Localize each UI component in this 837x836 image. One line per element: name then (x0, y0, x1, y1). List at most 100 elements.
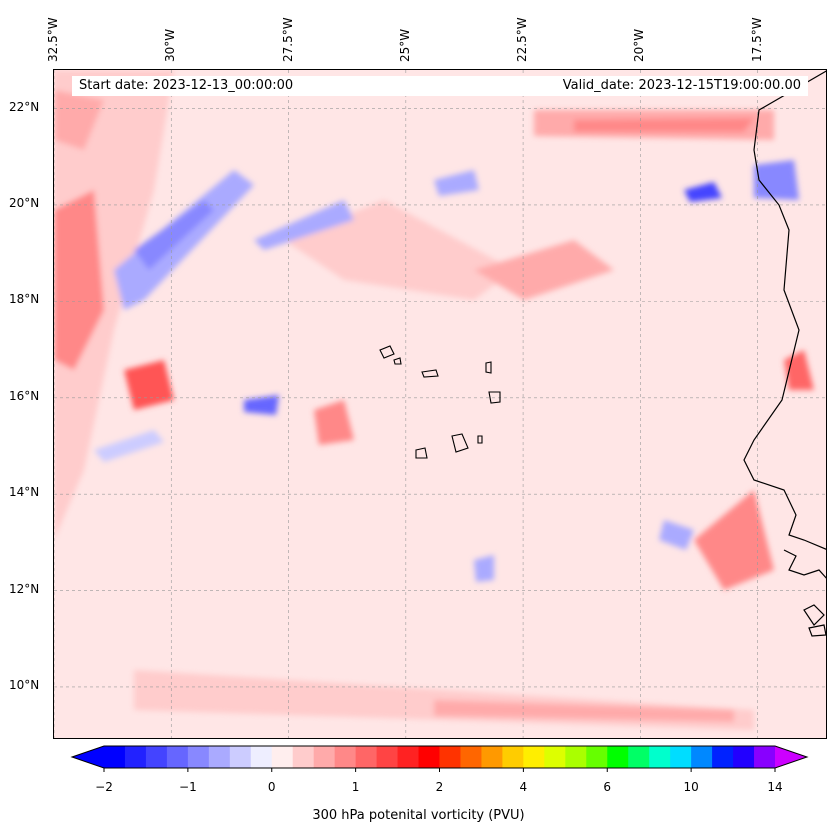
island-sao-nicolau (421, 369, 439, 378)
colorbar-segment (523, 746, 545, 768)
island-maio (477, 435, 483, 444)
pv-field-map (54, 70, 826, 738)
colorbar-extend-min (72, 746, 104, 768)
colorbar-segment (376, 746, 399, 768)
coastal-islands (803, 604, 825, 626)
colorbar-segment (292, 746, 315, 768)
colorbar-segment (355, 746, 378, 768)
coastline (743, 70, 826, 637)
colorbar-segment (691, 746, 713, 768)
colorbar-segment (250, 746, 273, 768)
colorbar-tick-label: 4 (519, 780, 528, 794)
colorbar-tick-label: −1 (179, 780, 197, 794)
pv-band-center (284, 200, 514, 300)
pv-trough-se (659, 520, 694, 550)
pv-band-west-strong (54, 190, 104, 370)
colorbar-segment (460, 746, 482, 768)
colorbar-segment (586, 746, 608, 768)
pv-trough-c (244, 395, 279, 415)
colorbar-segment (208, 746, 231, 768)
colorbar-segment (418, 746, 440, 768)
pv-trough-s (474, 555, 494, 582)
longitude-label: 22.5°W (515, 17, 530, 62)
pv-band-north-strong (574, 118, 754, 132)
pv-band-nw (54, 90, 104, 150)
pv-band-center-east (474, 240, 614, 300)
island-boa-vista (488, 391, 501, 404)
pv-blob-se (694, 490, 774, 590)
latitude-label: 20°N (9, 195, 40, 210)
longitude-label: 32.5°W (46, 17, 60, 62)
colorbar-title: 300 hPa potenital vorticity (PVU) (312, 808, 525, 823)
start-date-label: Start date: 2023-12-13_00:00:00 (79, 78, 294, 93)
pv-trough-ne (684, 182, 722, 202)
pv-band-west (54, 70, 174, 540)
coastal-islands-2 (808, 624, 826, 637)
map-background (54, 70, 826, 738)
colorbar-tick-label: 0 (267, 780, 276, 794)
pv-band-south-strong (434, 700, 734, 722)
guinea-coast (783, 549, 826, 579)
colorbar-segment (628, 746, 650, 768)
island-sao-vicente (393, 357, 402, 365)
latitude-label: 12°N (9, 581, 40, 596)
colorbar-tick-label: −2 (95, 780, 113, 794)
island-santiago (451, 433, 469, 453)
longitude-label: 17.5°W (749, 17, 764, 62)
colorbar-segment (565, 746, 587, 768)
colorbar-segment (397, 746, 420, 768)
valid-date-label: Valid_date: 2023-12-15T19:00:00.00 (562, 78, 801, 93)
longitude-label: 30°W (163, 28, 178, 62)
colorbar-segment (607, 746, 629, 768)
pv-trough-nw-core (134, 200, 214, 270)
date-info-bar: Start date: 2023-12-13_00:00:00 Valid_da… (72, 76, 808, 96)
colorbar-segment (544, 746, 566, 768)
latitude-label: 18°N (9, 292, 40, 307)
island-fogo (415, 447, 428, 459)
colorbar-tick-label: 6 (603, 780, 612, 794)
colorbar (70, 745, 809, 772)
colorbar-segment (313, 746, 336, 768)
colorbar-segment (733, 746, 755, 768)
colorbar-tick-label: 14 (767, 780, 783, 794)
latitude-label: 10°N (9, 677, 40, 692)
colorbar-segment (271, 746, 294, 768)
colorbar-segment (104, 746, 126, 768)
colorbar-segment (712, 746, 734, 768)
pv-blob-c (314, 400, 354, 445)
colorbar-tick-label: 10 (683, 780, 699, 794)
latitude-label: 16°N (9, 388, 40, 403)
island-santo-antao (379, 345, 395, 359)
pv-trough-sw (94, 430, 164, 462)
colorbar-segment (439, 746, 461, 768)
map-panel (53, 69, 827, 739)
longitude-label: 27.5°W (280, 17, 295, 62)
pv-trough-coast (754, 160, 799, 200)
gridlines (54, 70, 826, 738)
colorbar-segment (649, 746, 671, 768)
pv-trough-nc (434, 170, 479, 196)
longitude-label: 20°W (632, 28, 647, 62)
island-sal (485, 361, 492, 374)
cape-verde-islands (379, 345, 501, 459)
colorbar-extend-max (775, 746, 807, 768)
colorbar-segment (334, 746, 357, 768)
colorbar-segment (145, 746, 168, 768)
colorbar-segment (187, 746, 210, 768)
pv-shading-layer (54, 70, 814, 730)
colorbar-segment (229, 746, 252, 768)
pv-trough-n (254, 200, 354, 250)
latitude-label: 14°N (9, 485, 40, 500)
colorbar-segment (481, 746, 503, 768)
colorbar-segment (670, 746, 692, 768)
colorbar-tick-label: 1 (351, 780, 360, 794)
colorbar-segment (754, 746, 776, 768)
colorbar-segment (124, 746, 147, 768)
colorbar-segment (166, 746, 189, 768)
longitude-label: 25°W (397, 28, 412, 62)
latitude-label: 22°N (9, 99, 40, 114)
africa-coast (743, 70, 826, 550)
pv-blob-w (124, 360, 174, 410)
colorbar-segment (502, 746, 524, 768)
